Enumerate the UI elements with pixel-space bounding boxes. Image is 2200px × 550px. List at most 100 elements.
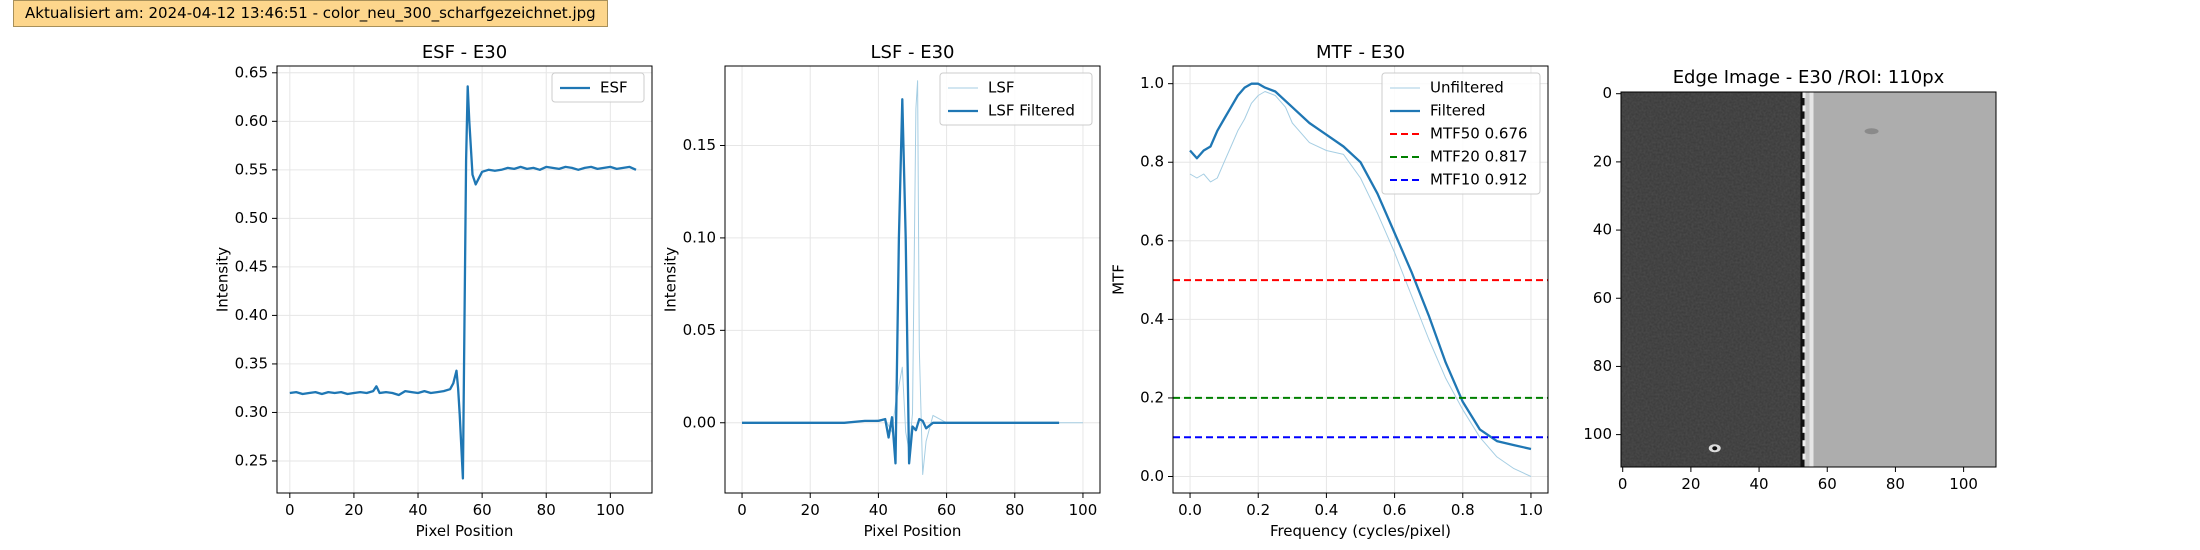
image-edge-artifact xyxy=(1802,279,1806,286)
legend-label: Filtered xyxy=(1430,102,1486,120)
legend-label: MTF10 0.912 xyxy=(1430,171,1528,189)
legend-label: LSF xyxy=(988,79,1015,97)
y-tick-label: 0.4 xyxy=(1140,310,1164,328)
legend-box xyxy=(1381,72,1541,195)
y-tick-label: 0.25 xyxy=(235,451,268,469)
y-tick-label: 0 xyxy=(1602,84,1612,102)
image-edge-artifact xyxy=(1802,292,1806,299)
y-tick-label: 0.35 xyxy=(235,354,268,372)
image-edge-artifact xyxy=(1802,239,1806,246)
image-edge-artifact xyxy=(1802,158,1806,165)
image-edge-artifact xyxy=(1802,118,1806,125)
chart-title: ESF - E30 xyxy=(422,42,507,63)
x-tick-label: 0.6 xyxy=(1383,501,1407,519)
x-tick-label: 40 xyxy=(1750,475,1769,493)
y-tick-label: 40 xyxy=(1593,221,1612,239)
x-tick-label: 0 xyxy=(737,501,747,519)
series-line-0 xyxy=(1189,91,1532,477)
x-tick-label: 80 xyxy=(537,501,556,519)
x-axis-label: Pixel Position xyxy=(864,522,962,540)
axes-frame xyxy=(724,65,1101,494)
image-edge-artifact xyxy=(1802,132,1806,139)
chart-title: MTF - E30 xyxy=(1316,42,1405,63)
image-edge-artifact xyxy=(1802,440,1806,447)
y-tick-label: 20 xyxy=(1593,152,1612,170)
image-edge-artifact xyxy=(1802,145,1806,152)
y-axis-label: Intensity xyxy=(214,247,232,312)
axes-frame xyxy=(276,65,653,494)
x-tick-label: 40 xyxy=(408,501,427,519)
image-edge-artifact xyxy=(1802,400,1806,407)
y-tick-label: 80 xyxy=(1593,357,1612,375)
legend-label: MTF20 0.817 xyxy=(1430,148,1528,166)
y-tick-label: 0.60 xyxy=(235,112,268,130)
image-edge-artifact xyxy=(1802,199,1806,206)
y-tick-label: 1.0 xyxy=(1140,74,1164,92)
x-tick-label: 80 xyxy=(1005,501,1024,519)
x-tick-label: 60 xyxy=(473,501,492,519)
y-tick-label: 0.55 xyxy=(235,160,268,178)
image-edge-artifact xyxy=(1802,319,1806,326)
y-tick-label: 0.50 xyxy=(235,209,268,227)
x-axis-label: Frequency (cycles/pixel) xyxy=(1270,522,1451,540)
x-tick-label: 0.8 xyxy=(1451,501,1475,519)
image-edge-artifact xyxy=(1802,453,1806,460)
y-tick-label: 0.00 xyxy=(683,413,716,431)
image-edge-light-stripe xyxy=(1804,92,1810,467)
image-edge-artifact xyxy=(1802,225,1806,232)
x-tick-label: 20 xyxy=(801,501,820,519)
x-tick-label: 100 xyxy=(596,501,625,519)
lsf-plot: 0 20 40 60 80 100 0.00 0.05 0.10 0.15 LSF - E30 Pix… xyxy=(662,42,1101,540)
esf-plot: 0 20 40 60 80 100 0.25 0.30 0.35 0.40 0.45 0.50 0.55… xyxy=(214,42,653,540)
y-axis-label: MTF xyxy=(1110,264,1128,295)
image-edge-artifact xyxy=(1802,413,1806,420)
legend-box xyxy=(551,72,645,103)
image-edge-artifact xyxy=(1802,172,1806,179)
image-edge-artifact xyxy=(1802,252,1806,259)
image-edge-artifact xyxy=(1802,373,1806,380)
y-tick-label: 0.30 xyxy=(235,403,268,421)
y-tick-label: 0.0 xyxy=(1140,467,1164,485)
image-edge-artifact xyxy=(1802,105,1806,112)
image-speck-core xyxy=(1712,446,1718,451)
image-edge-artifact xyxy=(1802,386,1806,393)
image-edge-artifact xyxy=(1802,92,1806,98)
chart-title: LSF - E30 xyxy=(870,42,954,63)
legend-label: LSF Filtered xyxy=(988,102,1075,120)
series-line-0 xyxy=(742,80,1083,475)
legend-label: MTF50 0.676 xyxy=(1430,125,1528,143)
image-edge-artifact xyxy=(1802,185,1806,192)
chart-title: Edge Image - E30 /ROI: 110px xyxy=(1673,67,1945,88)
x-tick-label: 100 xyxy=(1069,501,1098,519)
y-tick-label: 0.45 xyxy=(235,257,268,275)
y-tick-label: 0.10 xyxy=(683,228,716,246)
x-tick-label: 0 xyxy=(285,501,295,519)
image-edge-artifact xyxy=(1802,212,1806,219)
status-banner: Aktualisiert am: 2024-04-12 13:46:51 - c… xyxy=(13,0,608,27)
y-tick-label: 0.2 xyxy=(1140,388,1164,406)
image-noise-texture xyxy=(1621,92,1809,467)
x-tick-label: 60 xyxy=(1818,475,1837,493)
image-edge-artifact xyxy=(1802,306,1806,313)
x-axis-label: Pixel Position xyxy=(416,522,514,540)
y-tick-label: 0.05 xyxy=(683,321,716,339)
image-edge-artifact xyxy=(1802,346,1806,353)
series-line-1 xyxy=(1189,82,1532,451)
image-edge-halo xyxy=(1809,92,1814,467)
y-tick-label: 0.15 xyxy=(683,136,716,154)
axes-frame xyxy=(1620,91,1997,468)
x-tick-label: 20 xyxy=(1681,475,1700,493)
x-tick-label: 40 xyxy=(869,501,888,519)
x-tick-label: 0.4 xyxy=(1314,501,1338,519)
image-bright-region xyxy=(1808,92,1996,467)
y-axis-label: Intensity xyxy=(662,247,680,312)
image-edge-artifact xyxy=(1802,359,1806,366)
legend-label: ESF xyxy=(600,79,628,97)
x-tick-label: 80 xyxy=(1886,475,1905,493)
y-tick-label: 100 xyxy=(1583,425,1612,443)
image-edge-artifact xyxy=(1802,333,1806,340)
image-edge-artifact xyxy=(1802,426,1806,433)
image-speck xyxy=(1864,128,1879,135)
x-tick-label: 0.0 xyxy=(1178,501,1202,519)
x-tick-label: 0 xyxy=(1618,475,1628,493)
